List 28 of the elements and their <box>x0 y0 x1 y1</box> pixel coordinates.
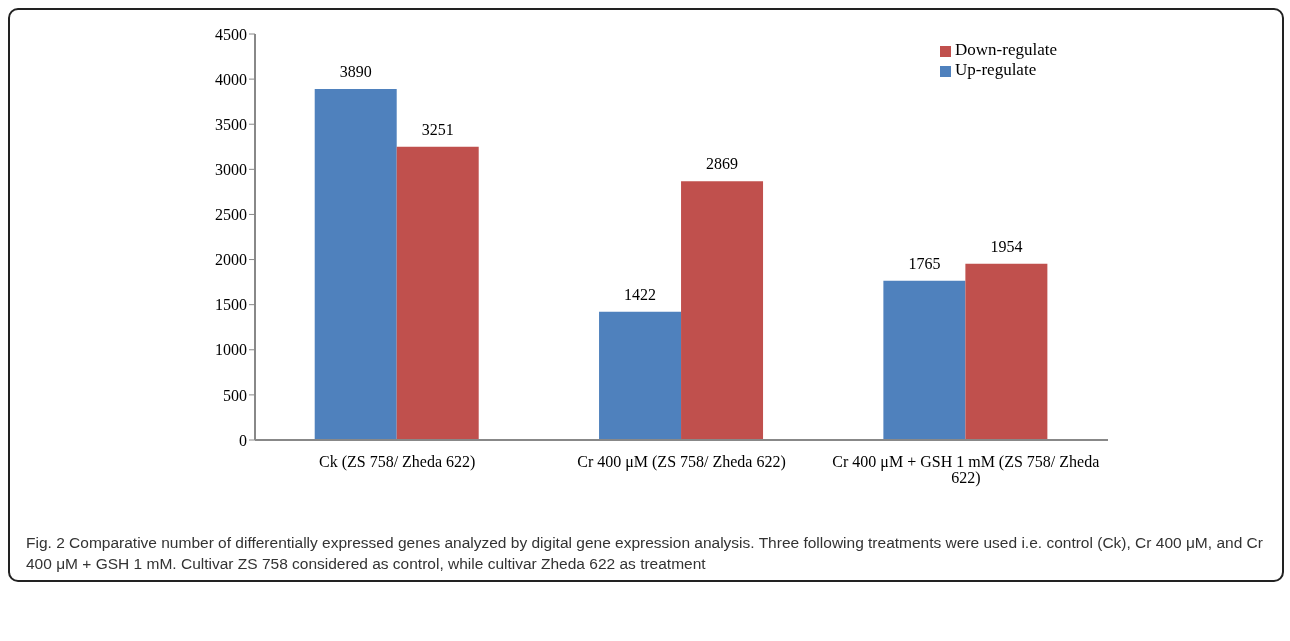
y-tick-label: 2500 <box>215 206 247 224</box>
y-tick-label: 0 <box>239 431 247 449</box>
y-tick-label: 1500 <box>215 296 247 314</box>
y-tick-label: 3000 <box>215 161 247 179</box>
bar <box>396 146 479 440</box>
data-label: 2869 <box>706 155 739 173</box>
data-label: 3251 <box>421 120 454 138</box>
y-tick-label: 2000 <box>215 251 247 269</box>
bar <box>681 181 764 440</box>
legend-label: Down-regulate <box>955 40 1057 59</box>
y-tick-label: 4000 <box>215 70 247 88</box>
y-tick-label: 4500 <box>215 25 247 43</box>
data-label: 3890 <box>339 63 372 81</box>
legend-label: Up-regulate <box>955 60 1037 79</box>
x-tick-label: Cr 400 μM (ZS 758/ Zheda 622) <box>577 453 786 472</box>
y-tick-label: 1000 <box>215 341 247 359</box>
x-tick-label: Ck (ZS 758/ Zheda 622) <box>318 453 476 472</box>
y-tick-label: 500 <box>223 386 247 404</box>
data-label: 1422 <box>624 285 657 303</box>
data-label: 1954 <box>990 237 1023 255</box>
bar <box>599 311 682 440</box>
y-tick-label: 3500 <box>215 115 247 133</box>
bar <box>314 89 397 440</box>
bar <box>965 263 1048 440</box>
caption: Fig. 2 Comparative number of differentially expressed genes analyzed by digital gene expression analysis. Three following treatments were used i.e. control (Ck), Cr 400 μM, and Cr 400 μM + GSH 1 mM. Cultivar ZS 758 considered as control, while cultivar Zheda 622 as treatment <box>26 533 1264 574</box>
x-tick-label: Cr 400 μM + GSH 1 mM (ZS 758/ Zheda 622) <box>832 453 1100 488</box>
bar <box>883 280 966 440</box>
data-label: 1765 <box>908 254 941 272</box>
